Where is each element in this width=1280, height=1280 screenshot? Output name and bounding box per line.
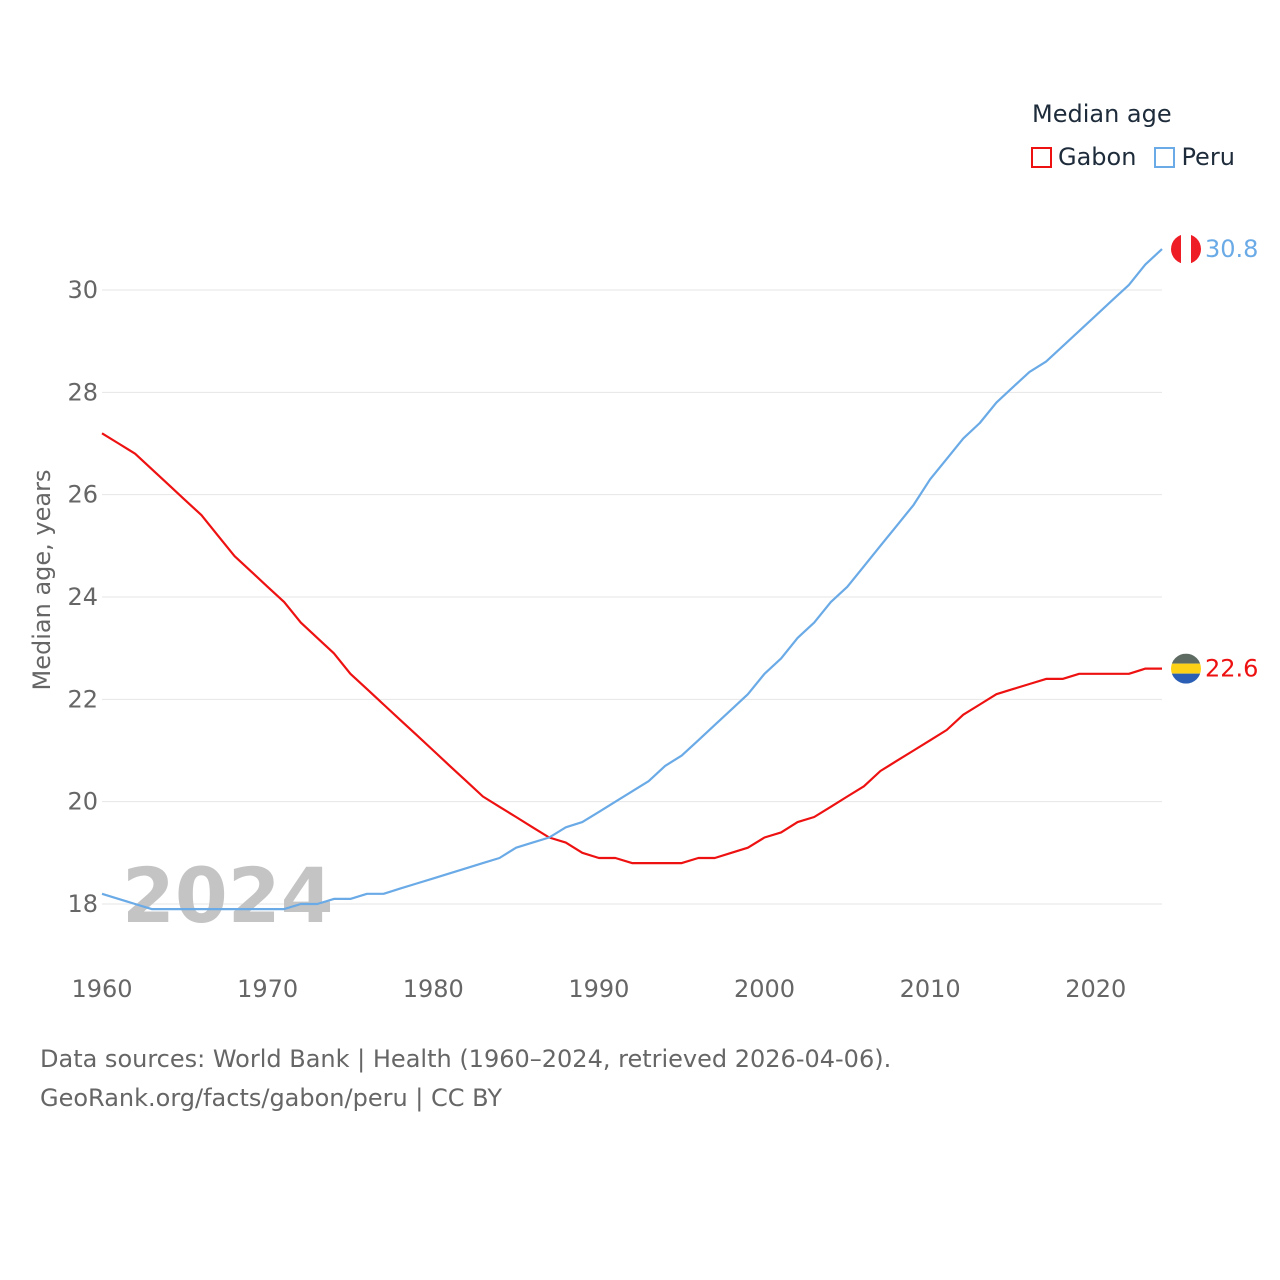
y-axis-label: Median age, years	[28, 470, 56, 691]
x-tick-label: 1980	[403, 975, 464, 1003]
year-watermark: 2024	[122, 851, 334, 940]
footer-sources: Data sources: World Bank | Health (1960–…	[40, 1045, 892, 1073]
end-value-label-peru: 30.8	[1205, 235, 1258, 263]
x-tick-label: 1990	[568, 975, 629, 1003]
legend-label-peru: Peru	[1181, 143, 1235, 171]
y-tick-labels: 18 20 22 24 26 28 30	[67, 276, 98, 918]
x-tick-label: 1960	[71, 975, 132, 1003]
legend-title: Median age	[1032, 100, 1172, 128]
y-tick-label: 20	[67, 788, 98, 816]
footer-attribution[interactable]: GeoRank.org/facts/gabon/peru | CC BY	[40, 1084, 502, 1112]
flag-icon-peru	[1171, 234, 1201, 265]
legend: Gabon Peru	[1031, 143, 1253, 171]
legend-item-gabon[interactable]: Gabon	[1031, 143, 1136, 171]
series-lines	[101, 248, 1163, 911]
y-tick-label: 18	[67, 890, 98, 918]
flag-icon-gabon	[1171, 653, 1201, 684]
y-tick-label: 28	[67, 378, 98, 406]
end-value-label-gabon: 22.6	[1205, 655, 1258, 683]
legend-item-peru[interactable]: Peru	[1154, 143, 1235, 171]
series-line-gabon[interactable]	[101, 432, 1162, 865]
legend-label-gabon: Gabon	[1058, 143, 1137, 171]
x-tick-label: 2010	[900, 975, 961, 1003]
x-tick-label: 2000	[734, 975, 795, 1003]
y-tick-label: 24	[67, 583, 98, 611]
legend-swatch-gabon	[1031, 146, 1052, 168]
y-tick-label: 26	[67, 481, 98, 509]
x-tick-label: 2020	[1065, 975, 1126, 1003]
x-tick-label: 1970	[237, 975, 298, 1003]
end-markers: 22.6 30.8	[1171, 234, 1258, 684]
y-tick-label: 22	[67, 685, 98, 713]
y-tick-label: 30	[67, 276, 98, 304]
gridlines	[102, 289, 1162, 905]
legend-swatch-peru	[1154, 146, 1176, 168]
series-line-peru[interactable]	[101, 248, 1163, 911]
x-tick-labels: 1960 1970 1980 1990 2000 2010 2020	[71, 975, 1126, 1003]
